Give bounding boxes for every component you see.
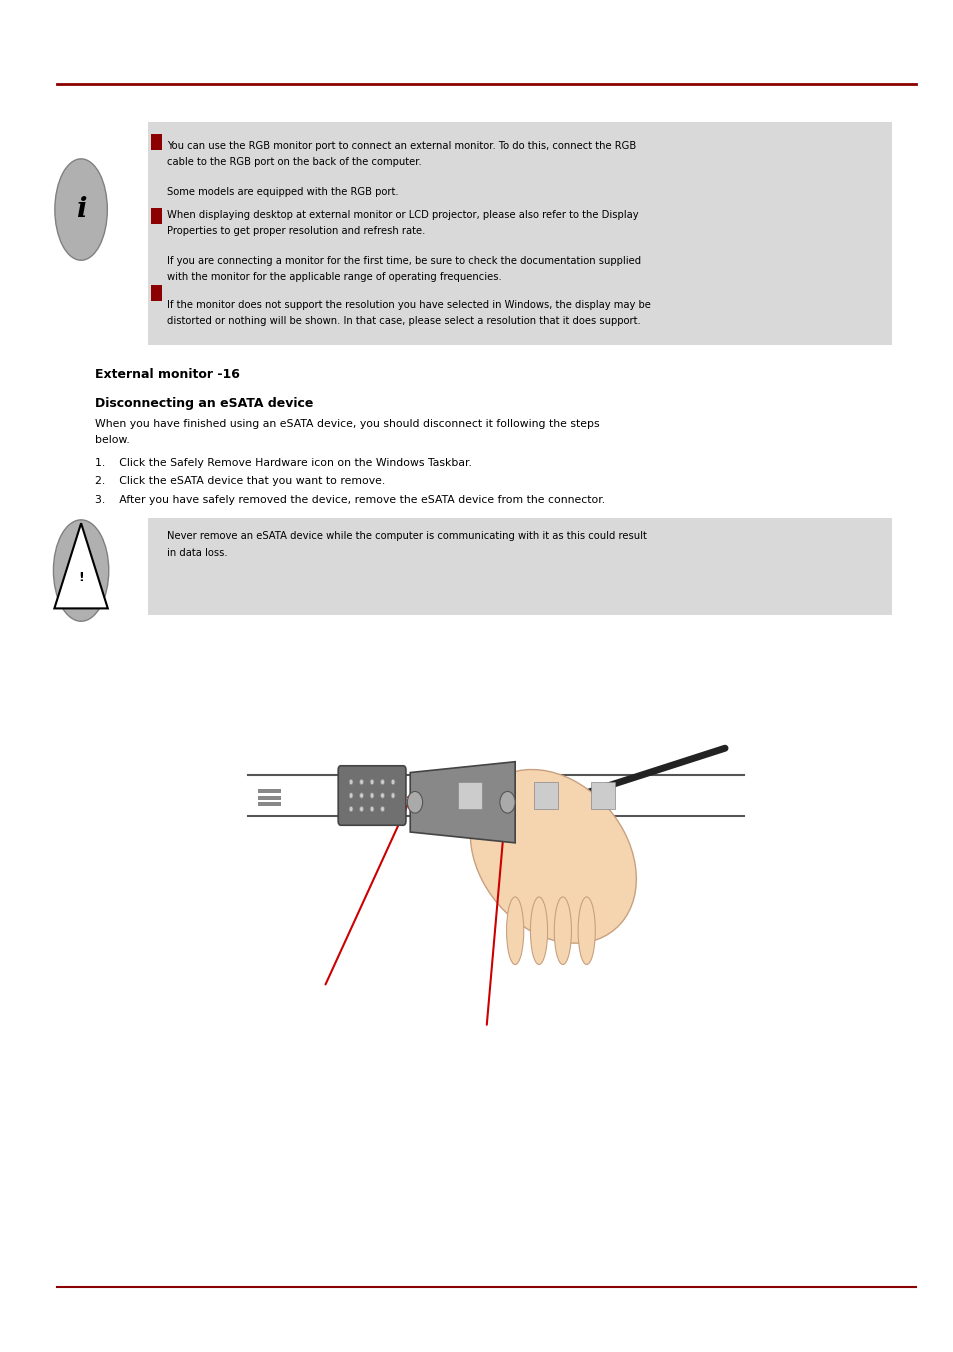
Circle shape xyxy=(370,792,374,798)
Bar xyxy=(457,781,481,808)
Text: with the monitor for the applicable range of operating frequencies.: with the monitor for the applicable rang… xyxy=(167,272,501,281)
Text: cable to the RGB port on the back of the computer.: cable to the RGB port on the back of the… xyxy=(167,157,421,166)
Text: If the monitor does not support the resolution you have selected in Windows, the: If the monitor does not support the reso… xyxy=(167,300,650,310)
Text: You can use the RGB monitor port to connect an external monitor. To do this, con: You can use the RGB monitor port to conn… xyxy=(167,141,636,150)
Bar xyxy=(148,122,891,345)
Ellipse shape xyxy=(554,896,571,964)
Circle shape xyxy=(359,792,363,798)
Text: 2.    Click the eSATA device that you want to remove.: 2. Click the eSATA device that you want … xyxy=(95,476,385,485)
Ellipse shape xyxy=(506,896,523,964)
Bar xyxy=(257,795,281,799)
Circle shape xyxy=(370,779,374,784)
Circle shape xyxy=(380,779,384,784)
Text: External monitor -16: External monitor -16 xyxy=(95,368,240,381)
Circle shape xyxy=(380,792,384,798)
Bar xyxy=(151,134,162,150)
Text: 1.    Click the Safely Remove Hardware icon on the Windows Taskbar.: 1. Click the Safely Remove Hardware icon… xyxy=(95,458,472,468)
Text: !: ! xyxy=(78,571,84,584)
Text: Disconnecting an eSATA device: Disconnecting an eSATA device xyxy=(95,397,314,411)
Bar xyxy=(534,781,558,808)
Text: in data loss.: in data loss. xyxy=(167,548,228,557)
Bar xyxy=(151,285,162,301)
Text: Never remove an eSATA device while the computer is communicating with it as this: Never remove an eSATA device while the c… xyxy=(167,531,646,541)
Circle shape xyxy=(359,806,363,811)
FancyBboxPatch shape xyxy=(337,765,406,825)
Text: below.: below. xyxy=(95,435,130,445)
Ellipse shape xyxy=(470,769,636,944)
Circle shape xyxy=(391,779,395,784)
Polygon shape xyxy=(54,523,108,608)
Circle shape xyxy=(359,779,363,784)
Text: 3.    After you have safely removed the device, remove the eSATA device from the: 3. After you have safely removed the dev… xyxy=(95,495,605,504)
Circle shape xyxy=(349,806,353,811)
Bar xyxy=(151,208,162,224)
Bar xyxy=(591,781,615,808)
Text: distorted or nothing will be shown. In that case, please select a resolution tha: distorted or nothing will be shown. In t… xyxy=(167,316,640,326)
Circle shape xyxy=(499,791,515,813)
Circle shape xyxy=(407,791,422,813)
Ellipse shape xyxy=(53,521,109,622)
Circle shape xyxy=(370,806,374,811)
Text: If you are connecting a monitor for the first time, be sure to check the documen: If you are connecting a monitor for the … xyxy=(167,256,640,265)
Text: Some models are equipped with the RGB port.: Some models are equipped with the RGB po… xyxy=(167,187,398,196)
Text: Properties to get proper resolution and refresh rate.: Properties to get proper resolution and … xyxy=(167,226,425,235)
Circle shape xyxy=(349,792,353,798)
Bar xyxy=(257,802,281,806)
Ellipse shape xyxy=(530,896,547,964)
Circle shape xyxy=(349,779,353,784)
Ellipse shape xyxy=(55,158,107,260)
Bar xyxy=(148,518,891,615)
Text: When displaying desktop at external monitor or LCD projector, please also refer : When displaying desktop at external moni… xyxy=(167,210,638,219)
Bar xyxy=(248,690,743,1068)
Bar xyxy=(257,788,281,792)
Text: When you have finished using an eSATA device, you should disconnect it following: When you have finished using an eSATA de… xyxy=(95,419,599,429)
Text: i: i xyxy=(75,196,87,223)
Polygon shape xyxy=(410,761,515,842)
Ellipse shape xyxy=(578,896,595,964)
Circle shape xyxy=(380,806,384,811)
Circle shape xyxy=(391,792,395,798)
